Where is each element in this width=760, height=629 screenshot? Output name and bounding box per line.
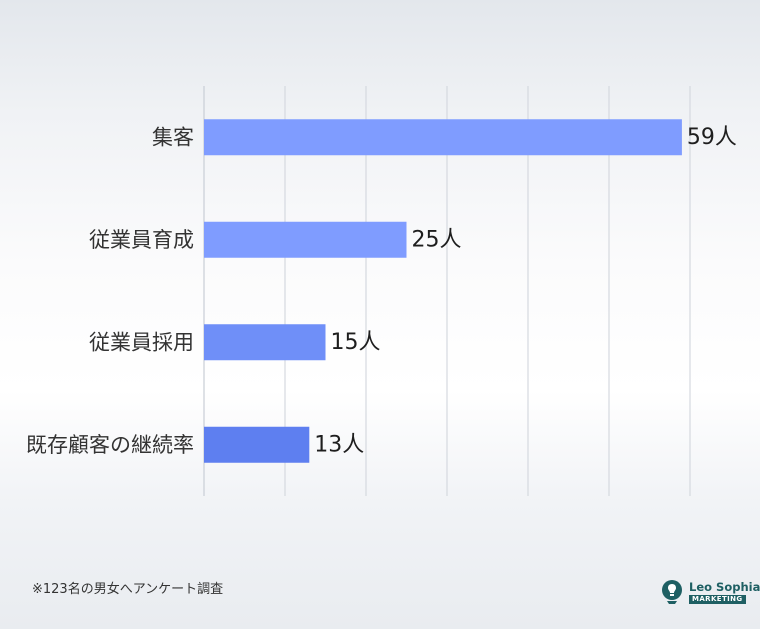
bar xyxy=(204,119,682,156)
logo-name: Leo Sophia xyxy=(689,579,760,594)
logo-tag: MARKETING xyxy=(689,594,746,604)
lightbulb-head-icon xyxy=(662,580,682,604)
category-label: 従業員採用 xyxy=(89,330,194,354)
brand-logo: Leo Sophia MARKETING xyxy=(660,578,760,606)
category-label: 従業員育成 xyxy=(89,228,194,252)
bars xyxy=(204,119,682,463)
value-label: 59人 xyxy=(687,125,737,150)
category-label: 既存顧客の継続率 xyxy=(26,433,194,457)
bar xyxy=(204,221,407,258)
footnote: ※123名の男女へアンケート調査 xyxy=(32,582,224,597)
bar xyxy=(204,426,310,463)
category-label: 集客 xyxy=(152,125,194,149)
value-label: 15人 xyxy=(331,330,381,355)
value-label: 13人 xyxy=(314,432,364,457)
bar xyxy=(204,324,326,361)
value-label: 25人 xyxy=(412,227,462,252)
